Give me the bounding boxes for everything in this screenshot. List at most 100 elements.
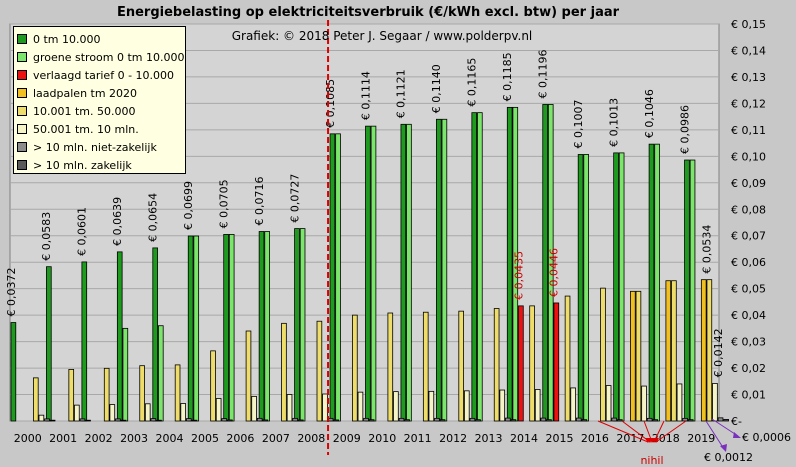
bar-0-2017	[613, 152, 619, 422]
legend-label: verlaagd tarief 0 - 10.000	[33, 68, 175, 82]
bar-0-2019	[684, 159, 690, 422]
x-tick-label: 2016	[581, 432, 609, 445]
value-label: € 0,0435	[512, 251, 525, 300]
legend-swatch	[17, 88, 27, 98]
bar-5-2003	[144, 403, 151, 422]
value-label: € 0,1007	[572, 99, 585, 148]
bar-6-2007	[292, 417, 298, 422]
value-label: € 0,1165	[466, 58, 479, 107]
annotation-nihil: nihil	[640, 454, 663, 467]
x-tick-label: 2014	[510, 432, 538, 445]
legend-swatch	[17, 124, 27, 134]
x-tick-label: 2004	[156, 432, 184, 445]
bar-4-2019	[706, 279, 713, 422]
legend-swatch	[17, 34, 27, 44]
bar-1-2010	[370, 125, 377, 422]
bar-5-2016	[605, 385, 612, 422]
value-label: € 0,0601	[76, 207, 89, 256]
bar-1-2009	[335, 133, 341, 422]
bar-5-2014	[534, 389, 541, 422]
bar-4-2010	[387, 312, 394, 422]
x-tick-label: 2001	[49, 432, 77, 445]
bar-5-2006	[251, 395, 257, 422]
bar-7-2007	[297, 419, 304, 422]
bar-7-2004	[191, 419, 198, 422]
legend-item: > 10 mln. zakelijk	[17, 156, 185, 174]
bar-7-2016	[617, 419, 623, 422]
legend-item: verlaagd tarief 0 - 10.000	[17, 66, 185, 84]
bar-1-2008	[299, 228, 306, 422]
value-label: € 0,0534	[701, 225, 714, 274]
legend-item: 0 tm 10.000	[17, 30, 185, 48]
bar-5-2001	[74, 404, 80, 422]
bar-7-2001	[85, 419, 91, 422]
y-tick-label: € 0,06	[731, 256, 766, 269]
bar-7-2013	[510, 419, 517, 422]
annotation-arrow	[655, 420, 687, 443]
annotation-arrow	[597, 420, 649, 443]
bar-4-2006	[245, 330, 252, 422]
y-tick-label: € 0,14	[731, 44, 766, 57]
legend-label: groene stroom 0 tm 10.000	[33, 50, 185, 64]
bar-5-2007	[286, 394, 293, 422]
bar-0-2012	[435, 118, 442, 422]
bar-6-2017	[646, 417, 653, 422]
bar-5-2010	[393, 391, 399, 422]
bar-1-2003	[122, 327, 129, 422]
bar-7-2018	[687, 419, 694, 422]
x-tick-label: 2002	[85, 432, 113, 445]
x-tick-label: 2008	[297, 432, 325, 445]
legend-label: 10.001 tm. 50.000	[33, 104, 136, 118]
y-tick-label: € 0,10	[731, 150, 766, 163]
bar-7-2015	[581, 419, 588, 422]
x-tick-label: 2015	[545, 432, 573, 445]
value-label: € 0,0639	[111, 197, 124, 246]
bar-1-2017	[618, 152, 625, 422]
bar-7-2014	[546, 419, 552, 422]
annotation-arrowhead	[653, 438, 659, 443]
value-label: € 0,1196	[537, 49, 550, 98]
bar-7-2002	[120, 419, 127, 422]
bar-0-2011	[400, 123, 407, 422]
bar-4-2011	[422, 311, 429, 422]
bar-1-2012	[441, 118, 448, 422]
y-tick-label: € 0,11	[731, 124, 766, 137]
x-tick-label: 2012	[439, 432, 467, 445]
bar-4-2001	[68, 368, 75, 422]
bar-6-2006	[256, 417, 263, 422]
bar-4-2007	[281, 322, 287, 422]
x-tick-label: 2013	[475, 432, 503, 445]
bar-6-2016	[611, 417, 617, 422]
y-tick-label: € 0,05	[731, 283, 766, 296]
bar-7-2000	[49, 419, 56, 422]
x-tick-label: 2009	[333, 432, 361, 445]
bar-0-2013	[471, 112, 478, 422]
legend-item: 10.001 tm. 50.000	[17, 102, 185, 120]
bar-0-2002	[81, 261, 88, 422]
bar-1-2013	[477, 112, 483, 422]
annotation-0012: € 0,0012	[704, 451, 753, 464]
value-label: € 0,1185	[501, 52, 514, 101]
bar-0-2000	[10, 322, 17, 422]
bar-0-2007	[258, 231, 265, 422]
bar-4-2002	[103, 367, 110, 422]
bar-1-2005	[193, 235, 200, 422]
bar-4-2012	[458, 310, 464, 422]
y-tick-label: € 0,13	[731, 71, 766, 84]
x-tick-label: 2011	[404, 432, 432, 445]
x-tick-label: 2000	[14, 432, 42, 445]
annotation-arrow-purple	[711, 418, 739, 437]
bar-7-2008	[333, 419, 339, 422]
bar-6-2015	[575, 417, 582, 422]
legend: 0 tm 10.000 groene stroom 0 tm 10.000 ve…	[13, 26, 186, 174]
value-label: € 0,1013	[607, 98, 620, 147]
bar-6-2002	[115, 418, 121, 422]
legend-label: > 10 mln. niet-zakelijk	[33, 140, 157, 154]
bar-7-2010	[404, 419, 410, 422]
bar-4-2018	[671, 280, 677, 422]
bar-1-2006	[228, 234, 235, 422]
x-tick-label: 2018	[652, 432, 680, 445]
y-tick-label: € 0,01	[731, 389, 766, 402]
legend-swatch	[17, 142, 27, 152]
bar-4-2005	[210, 350, 216, 422]
